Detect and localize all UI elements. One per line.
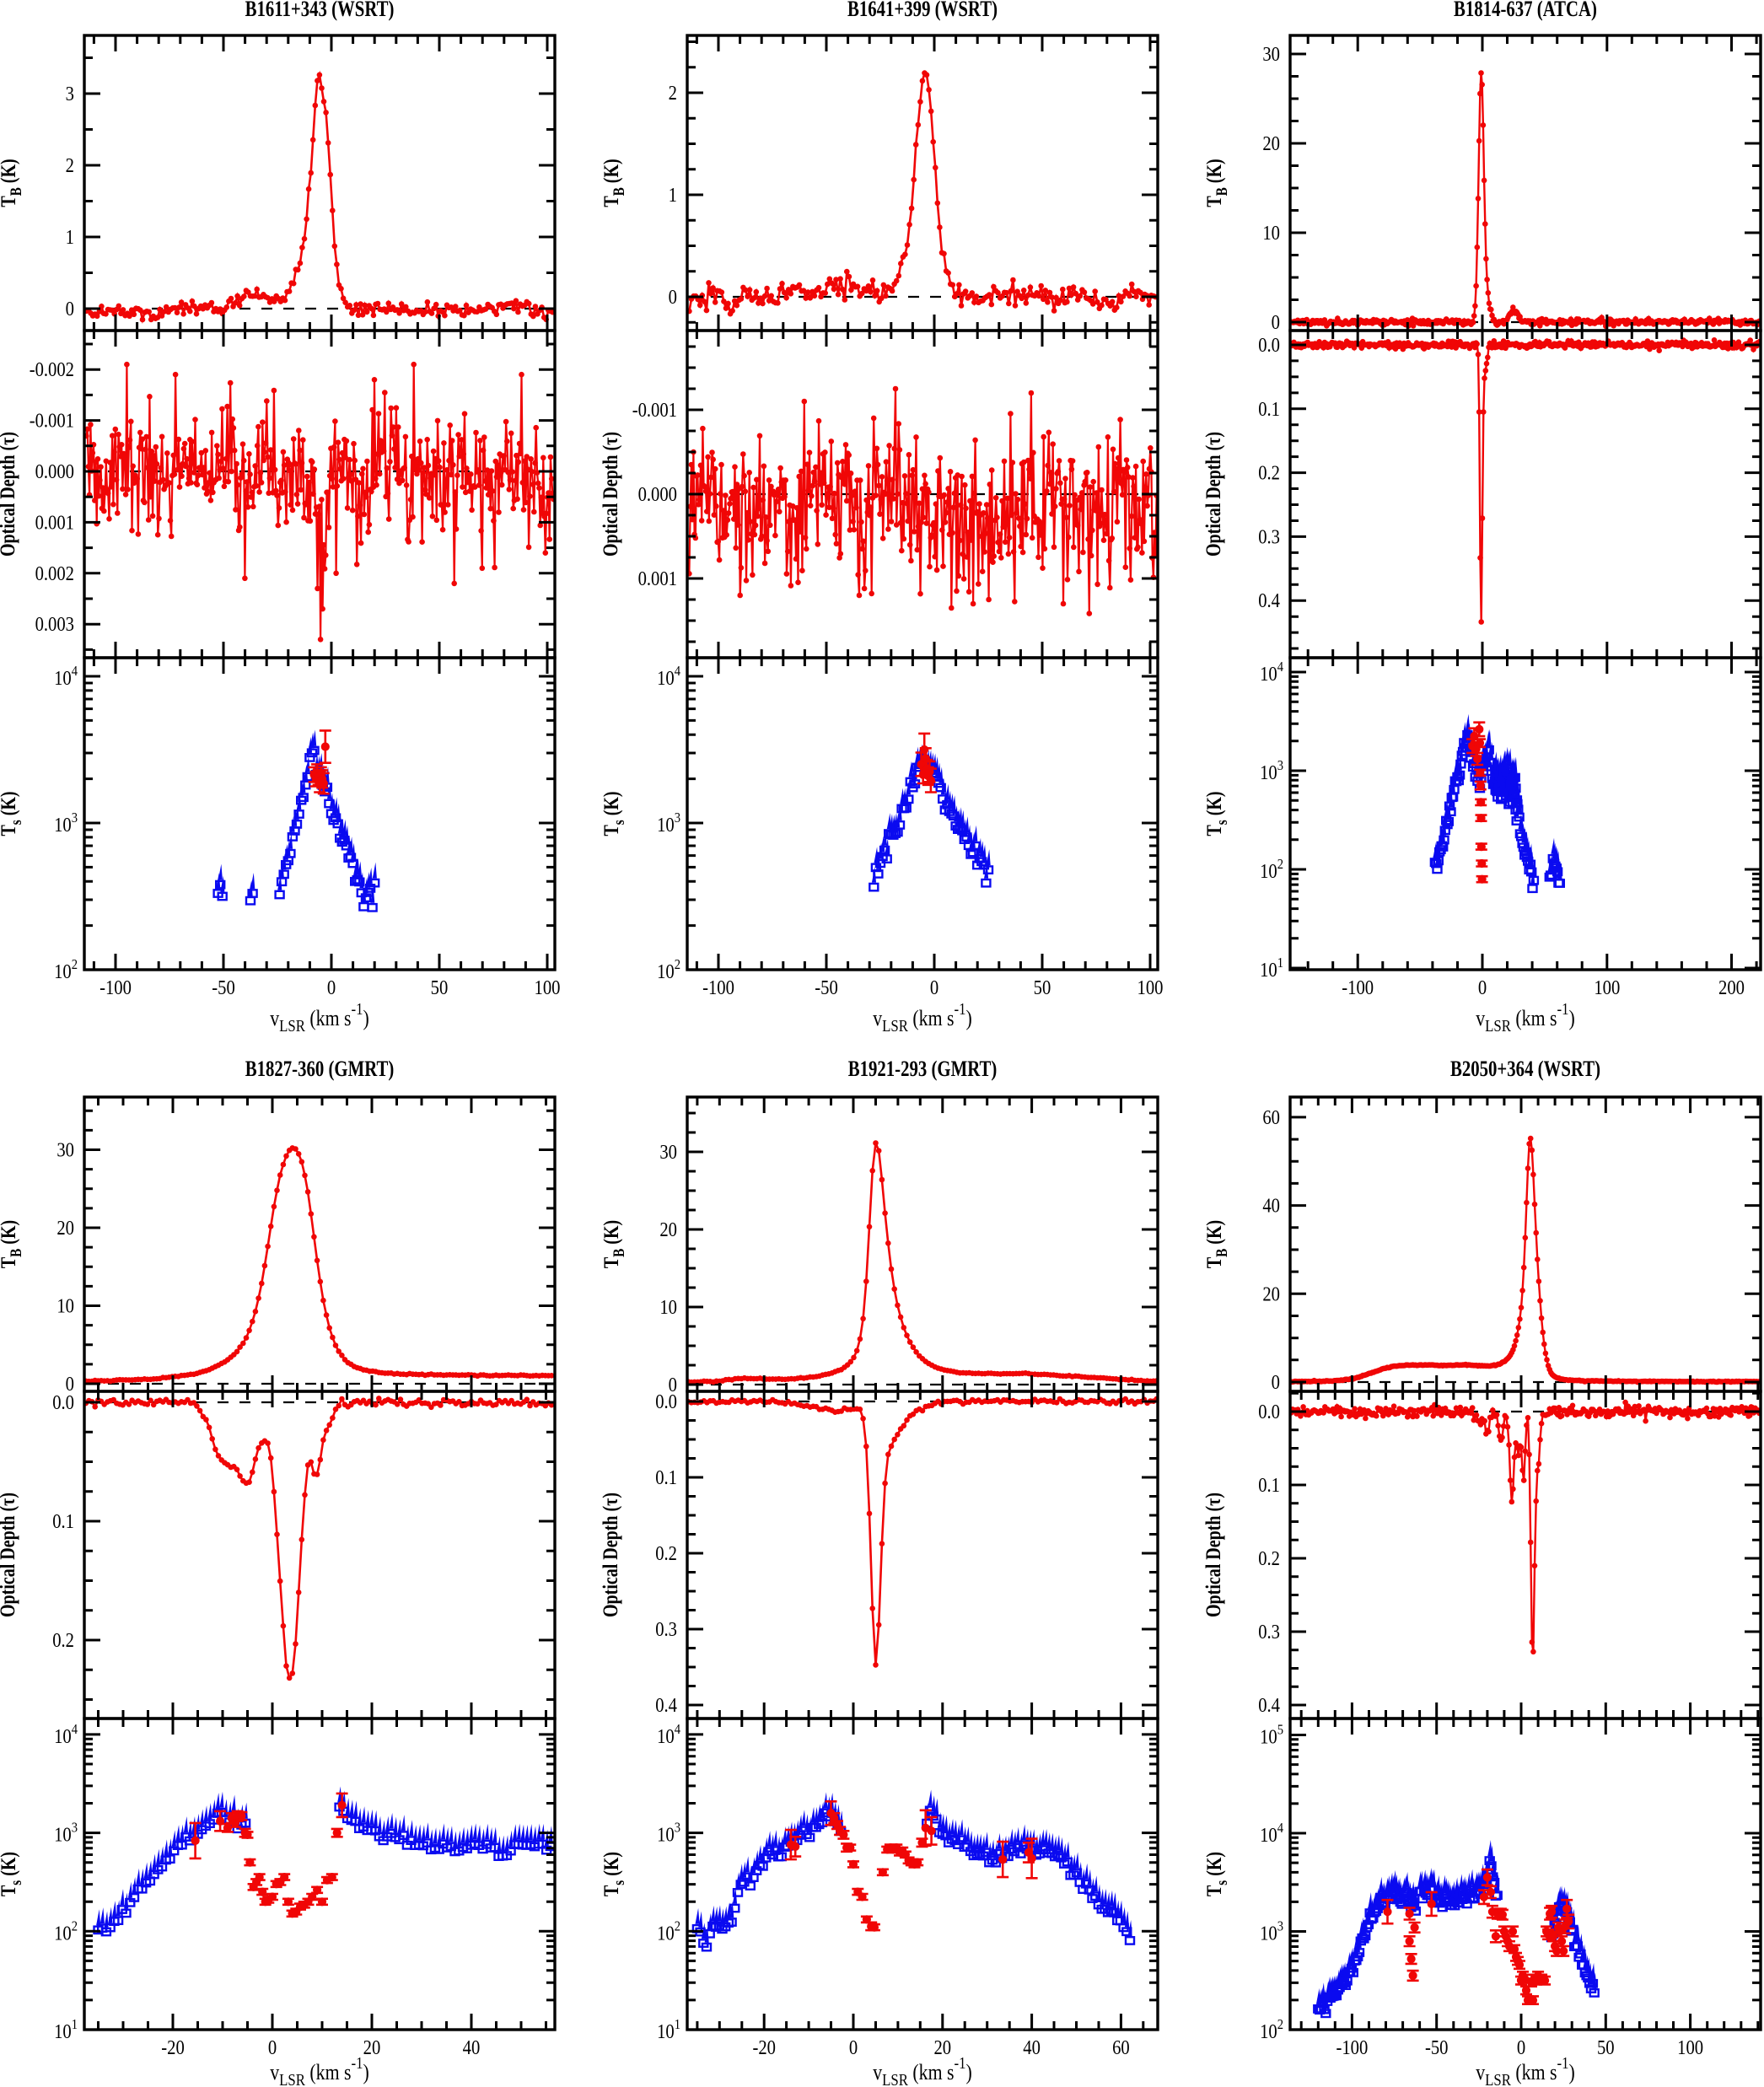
svg-text:-100: -100 xyxy=(1342,976,1374,999)
svg-text:0.1: 0.1 xyxy=(655,1466,677,1489)
svg-text:2: 2 xyxy=(66,154,74,177)
svg-text:20: 20 xyxy=(659,1218,677,1241)
svg-text:0.000: 0.000 xyxy=(638,483,677,506)
svg-text:100: 100 xyxy=(1594,976,1620,999)
svg-text:0.002: 0.002 xyxy=(35,562,74,584)
svg-text:0.001: 0.001 xyxy=(35,511,74,534)
svg-text:0: 0 xyxy=(849,2036,858,2059)
svg-text:-0.002: -0.002 xyxy=(30,358,74,381)
svg-text:0.2: 0.2 xyxy=(1258,1547,1280,1570)
svg-text:0: 0 xyxy=(669,1374,677,1396)
svg-text:0.0: 0.0 xyxy=(655,1390,677,1413)
svg-text:0: 0 xyxy=(1272,311,1280,334)
svg-text:0: 0 xyxy=(669,286,677,309)
svg-text:-20: -20 xyxy=(752,2036,776,2059)
svg-text:60: 60 xyxy=(1262,1105,1280,1128)
svg-text:-50: -50 xyxy=(212,976,235,999)
svg-text:10: 10 xyxy=(56,1294,74,1317)
svg-text:100: 100 xyxy=(1137,976,1164,999)
svg-text:0.4: 0.4 xyxy=(1258,589,1280,612)
svg-text:30: 30 xyxy=(1262,43,1280,66)
svg-text:-100: -100 xyxy=(1336,2036,1368,2059)
svg-text:0: 0 xyxy=(1272,1371,1280,1394)
svg-text:0.003: 0.003 xyxy=(35,613,74,636)
svg-text:100: 100 xyxy=(1677,2036,1703,2059)
svg-text:20: 20 xyxy=(56,1217,74,1240)
svg-text:0.0: 0.0 xyxy=(1258,1401,1280,1423)
svg-text:10: 10 xyxy=(659,1296,677,1319)
svg-text:50: 50 xyxy=(1034,976,1051,999)
svg-text:20: 20 xyxy=(933,2036,951,2059)
svg-text:40: 40 xyxy=(463,2036,481,2059)
svg-text:30: 30 xyxy=(56,1138,74,1161)
svg-text:3: 3 xyxy=(66,83,74,105)
svg-text:60: 60 xyxy=(1112,2036,1130,2059)
svg-text:0.1: 0.1 xyxy=(1258,397,1280,420)
svg-text:0: 0 xyxy=(66,298,74,320)
svg-text:Optical Depth (τ): Optical Depth (τ) xyxy=(599,1493,622,1617)
svg-text:-0.001: -0.001 xyxy=(30,409,74,432)
svg-text:50: 50 xyxy=(431,976,449,999)
svg-text:0.2: 0.2 xyxy=(52,1629,74,1652)
svg-text:0.2: 0.2 xyxy=(1258,461,1280,484)
svg-text:30: 30 xyxy=(659,1141,677,1164)
svg-text:B1641+399 (WSRT): B1641+399 (WSRT) xyxy=(847,0,998,22)
svg-text:Optical Depth (τ): Optical Depth (τ) xyxy=(1202,1493,1225,1617)
svg-text:0.000: 0.000 xyxy=(35,460,74,483)
svg-text:-0.001: -0.001 xyxy=(632,399,677,422)
svg-text:0: 0 xyxy=(1478,976,1487,999)
svg-text:-100: -100 xyxy=(702,976,734,999)
svg-text:20: 20 xyxy=(1262,132,1280,155)
svg-text:-50: -50 xyxy=(1425,2036,1449,2059)
svg-text:Optical Depth (τ): Optical Depth (τ) xyxy=(0,1493,19,1617)
svg-text:-20: -20 xyxy=(161,2036,185,2059)
svg-text:-100: -100 xyxy=(99,976,132,999)
svg-text:50: 50 xyxy=(1597,2036,1615,2059)
svg-text:Optical Depth (τ): Optical Depth (τ) xyxy=(0,432,19,557)
svg-text:0.2: 0.2 xyxy=(655,1542,677,1565)
svg-text:0: 0 xyxy=(327,976,336,999)
svg-text:0: 0 xyxy=(268,2036,277,2059)
svg-text:B1814-637 (ATCA): B1814-637 (ATCA) xyxy=(1454,0,1597,22)
svg-text:B1611+343 (WSRT): B1611+343 (WSRT) xyxy=(245,0,395,22)
svg-text:200: 200 xyxy=(1718,976,1745,999)
svg-text:0.4: 0.4 xyxy=(655,1694,677,1717)
svg-text:0.4: 0.4 xyxy=(1258,1694,1280,1717)
svg-text:20: 20 xyxy=(363,2036,381,2059)
svg-text:0.3: 0.3 xyxy=(655,1618,677,1641)
svg-text:-50: -50 xyxy=(815,976,838,999)
svg-text:0.3: 0.3 xyxy=(1258,525,1280,548)
svg-text:0.0: 0.0 xyxy=(1258,334,1280,357)
svg-text:Optical Depth (τ): Optical Depth (τ) xyxy=(1202,432,1225,557)
svg-text:40: 40 xyxy=(1023,2036,1041,2059)
svg-text:0.001: 0.001 xyxy=(638,567,677,590)
svg-text:0.0: 0.0 xyxy=(52,1391,74,1414)
svg-text:102: 102 xyxy=(657,957,680,982)
svg-text:0.1: 0.1 xyxy=(1258,1474,1280,1497)
svg-text:20: 20 xyxy=(1262,1283,1280,1305)
svg-text:10: 10 xyxy=(1262,222,1280,245)
svg-text:0: 0 xyxy=(66,1373,74,1396)
svg-text:1: 1 xyxy=(669,184,677,207)
svg-text:0: 0 xyxy=(930,976,938,999)
svg-text:B1921-293 (GMRT): B1921-293 (GMRT) xyxy=(848,1057,998,1082)
svg-text:40: 40 xyxy=(1262,1194,1280,1217)
svg-text:2: 2 xyxy=(669,82,677,105)
svg-text:B2050+364 (WSRT): B2050+364 (WSRT) xyxy=(1450,1057,1600,1082)
svg-text:0.1: 0.1 xyxy=(52,1510,74,1533)
svg-text:B1827-360 (GMRT): B1827-360 (GMRT) xyxy=(245,1057,395,1082)
svg-text:Optical Depth (τ): Optical Depth (τ) xyxy=(599,432,622,557)
svg-text:0: 0 xyxy=(1517,2036,1525,2059)
svg-text:100: 100 xyxy=(535,976,561,999)
svg-text:1: 1 xyxy=(66,226,74,249)
svg-text:0.3: 0.3 xyxy=(1258,1621,1280,1643)
